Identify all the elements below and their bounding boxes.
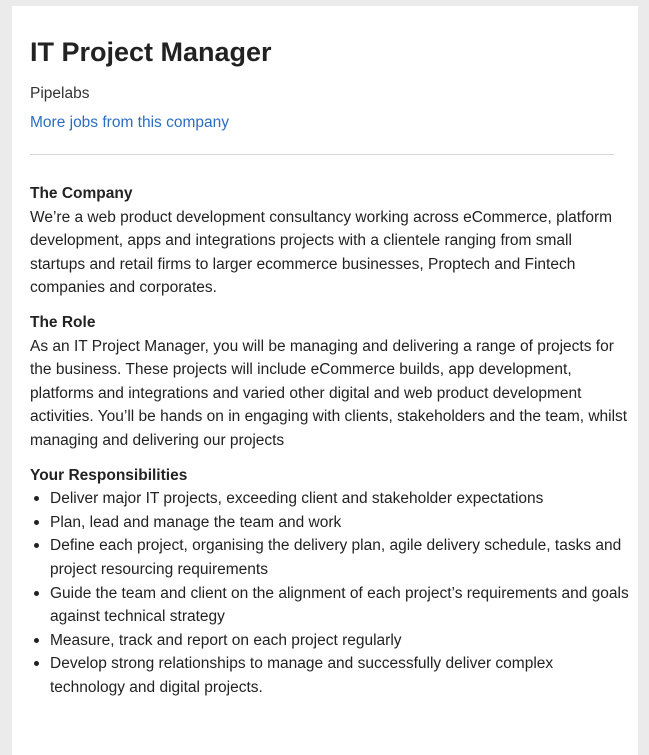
list-item: Define each project, organising the deli…: [34, 534, 630, 581]
more-jobs-link[interactable]: More jobs from this company: [30, 114, 229, 131]
job-posting-card: IT Project Manager Pipelabs More jobs fr…: [12, 6, 638, 755]
list-item-text: Guide the team and client on the alignme…: [50, 584, 629, 626]
job-description: The Company We’re a web product developm…: [30, 182, 630, 699]
company-section-heading: The Company: [30, 185, 133, 202]
bullet-icon: [34, 543, 39, 549]
role-section-heading: The Role: [30, 313, 96, 331]
company-section: The Company We’re a web product developm…: [30, 182, 630, 300]
bullet-icon: [34, 519, 39, 525]
role-section: The Role As an IT Project Manager, you w…: [30, 311, 630, 453]
list-item: Guide the team and client on the alignme…: [34, 582, 630, 629]
list-item: Develop strong relationships to manage a…: [34, 652, 630, 699]
list-item: Deliver major IT projects, exceeding cli…: [34, 487, 630, 511]
list-item-text: Develop strong relationships to manage a…: [50, 655, 554, 696]
list-item: Plan, lead and manage the team and work: [34, 511, 630, 535]
responsibilities-list: Deliver major IT projects, exceeding cli…: [30, 487, 630, 699]
list-item: Measure, track and report on each projec…: [34, 629, 630, 653]
bullet-icon: [34, 661, 39, 667]
bullet-icon: [34, 496, 39, 502]
list-item-text: Deliver major IT projects, exceeding cli…: [50, 490, 544, 508]
role-section-text: As an IT Project Manager, you will be ma…: [30, 337, 628, 449]
list-item-text: Plan, lead and manage the team and work: [50, 513, 342, 531]
company-name: Pipelabs: [30, 85, 90, 102]
bullet-icon: [34, 637, 39, 643]
list-item-text: Define each project, organising the deli…: [50, 537, 622, 578]
bullet-icon: [34, 590, 39, 596]
responsibilities-heading: Your Responsibilities: [30, 466, 188, 484]
list-item-text: Measure, track and report on each projec…: [50, 631, 402, 649]
responsibilities-section: Your Responsibilities Deliver major IT p…: [30, 464, 630, 700]
company-section-text: We’re a web product development consulta…: [30, 208, 613, 297]
divider: [30, 154, 614, 155]
job-title: IT Project Manager: [30, 37, 272, 67]
